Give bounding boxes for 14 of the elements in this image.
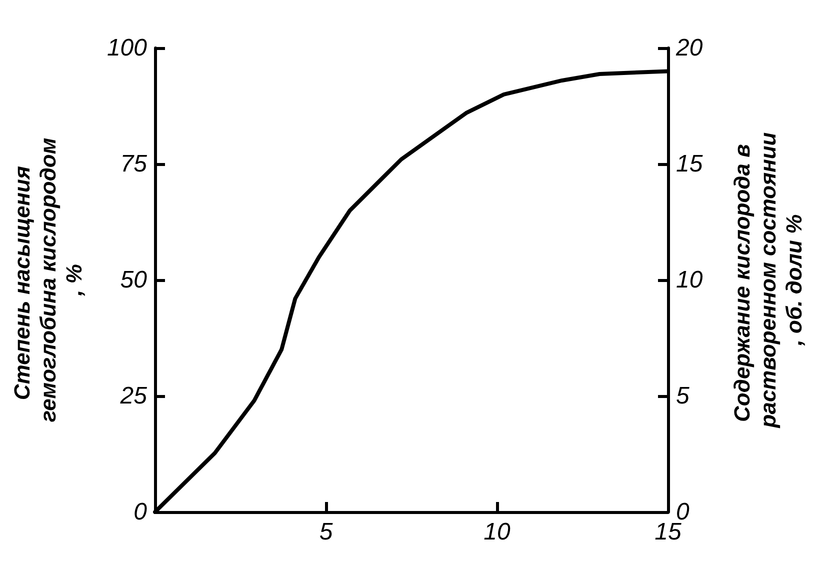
y2-tick-label: 20 xyxy=(675,34,704,62)
y-tick-label: 75 xyxy=(120,150,148,178)
y-tick-label: 100 xyxy=(106,34,148,62)
y-tick-label: 50 xyxy=(120,266,148,294)
x-tick-label: 15 xyxy=(654,518,682,546)
y2-tick-label: 10 xyxy=(676,266,704,294)
y-axis-title: Степень насыщения гемоглобина кислородом, % xyxy=(10,138,86,422)
y2-tick-label: 5 xyxy=(676,382,690,410)
y2-axis-title: Содержание кислорода в растворенном состоянии, об. доли % xyxy=(730,132,806,429)
y2-tick-label: 15 xyxy=(676,150,704,178)
y-tick-label: 0 xyxy=(134,498,148,526)
y-tick-label: 25 xyxy=(119,382,148,410)
x-tick-label: 5 xyxy=(319,518,334,546)
x-tick-label: 10 xyxy=(484,518,511,546)
